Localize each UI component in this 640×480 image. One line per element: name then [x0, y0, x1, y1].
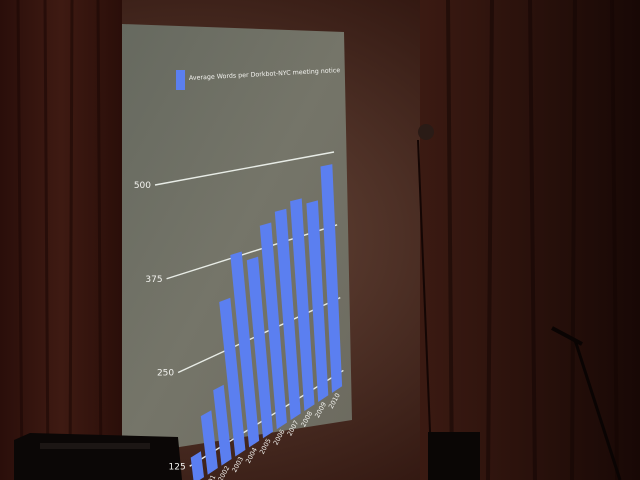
x-tick-label: 2001 [203, 474, 218, 480]
mic-icon [551, 326, 583, 346]
bar-2000 [190, 451, 204, 480]
lamp-icon [418, 124, 434, 140]
legend-swatch [176, 70, 185, 90]
right-curtain-folds [446, 0, 619, 480]
speaker-box [428, 432, 480, 480]
bar-2003 [219, 297, 246, 457]
left-curtain-folds [16, 0, 103, 480]
x-tick-label: 2010 [327, 392, 342, 410]
lamp-cable [417, 139, 433, 480]
legend: Average Words per Dorkbot-NYC meeting no… [176, 67, 340, 90]
bar-2004 [230, 251, 260, 448]
gridline [154, 151, 335, 186]
bars [190, 164, 343, 480]
bar-2006 [259, 222, 287, 430]
bar-2007 [274, 208, 301, 421]
x-tick-label: 2009 [313, 401, 328, 419]
bar-2005 [246, 256, 273, 439]
x-tick-label: 2002 [216, 464, 231, 480]
y-tick-label: 250 [157, 369, 174, 379]
bar-2001 [200, 410, 218, 475]
x-tick-label: 2004 [244, 446, 259, 464]
x-tick-label: 2006 [272, 428, 287, 446]
bar-2009 [306, 200, 329, 402]
bar-2010 [320, 164, 343, 393]
y-tick-label: 125 [169, 462, 186, 472]
x-tick-label: 2005 [258, 437, 273, 455]
legend-label: Average Words per Dorkbot-NYC meeting no… [189, 67, 341, 82]
x-tick-label: 2003 [230, 455, 245, 473]
x-tick-label: 2007 [286, 419, 301, 437]
bar-2002 [213, 384, 232, 466]
bar-2008 [290, 198, 315, 411]
y-tick-label: 375 [145, 275, 162, 285]
projector-vent [40, 443, 150, 449]
y-tick-label: 500 [134, 181, 151, 191]
y-axis-ticks: 125 250 375 500 [134, 181, 186, 472]
mic-stand-icon [573, 339, 622, 480]
x-tick-label: 2008 [299, 410, 314, 428]
